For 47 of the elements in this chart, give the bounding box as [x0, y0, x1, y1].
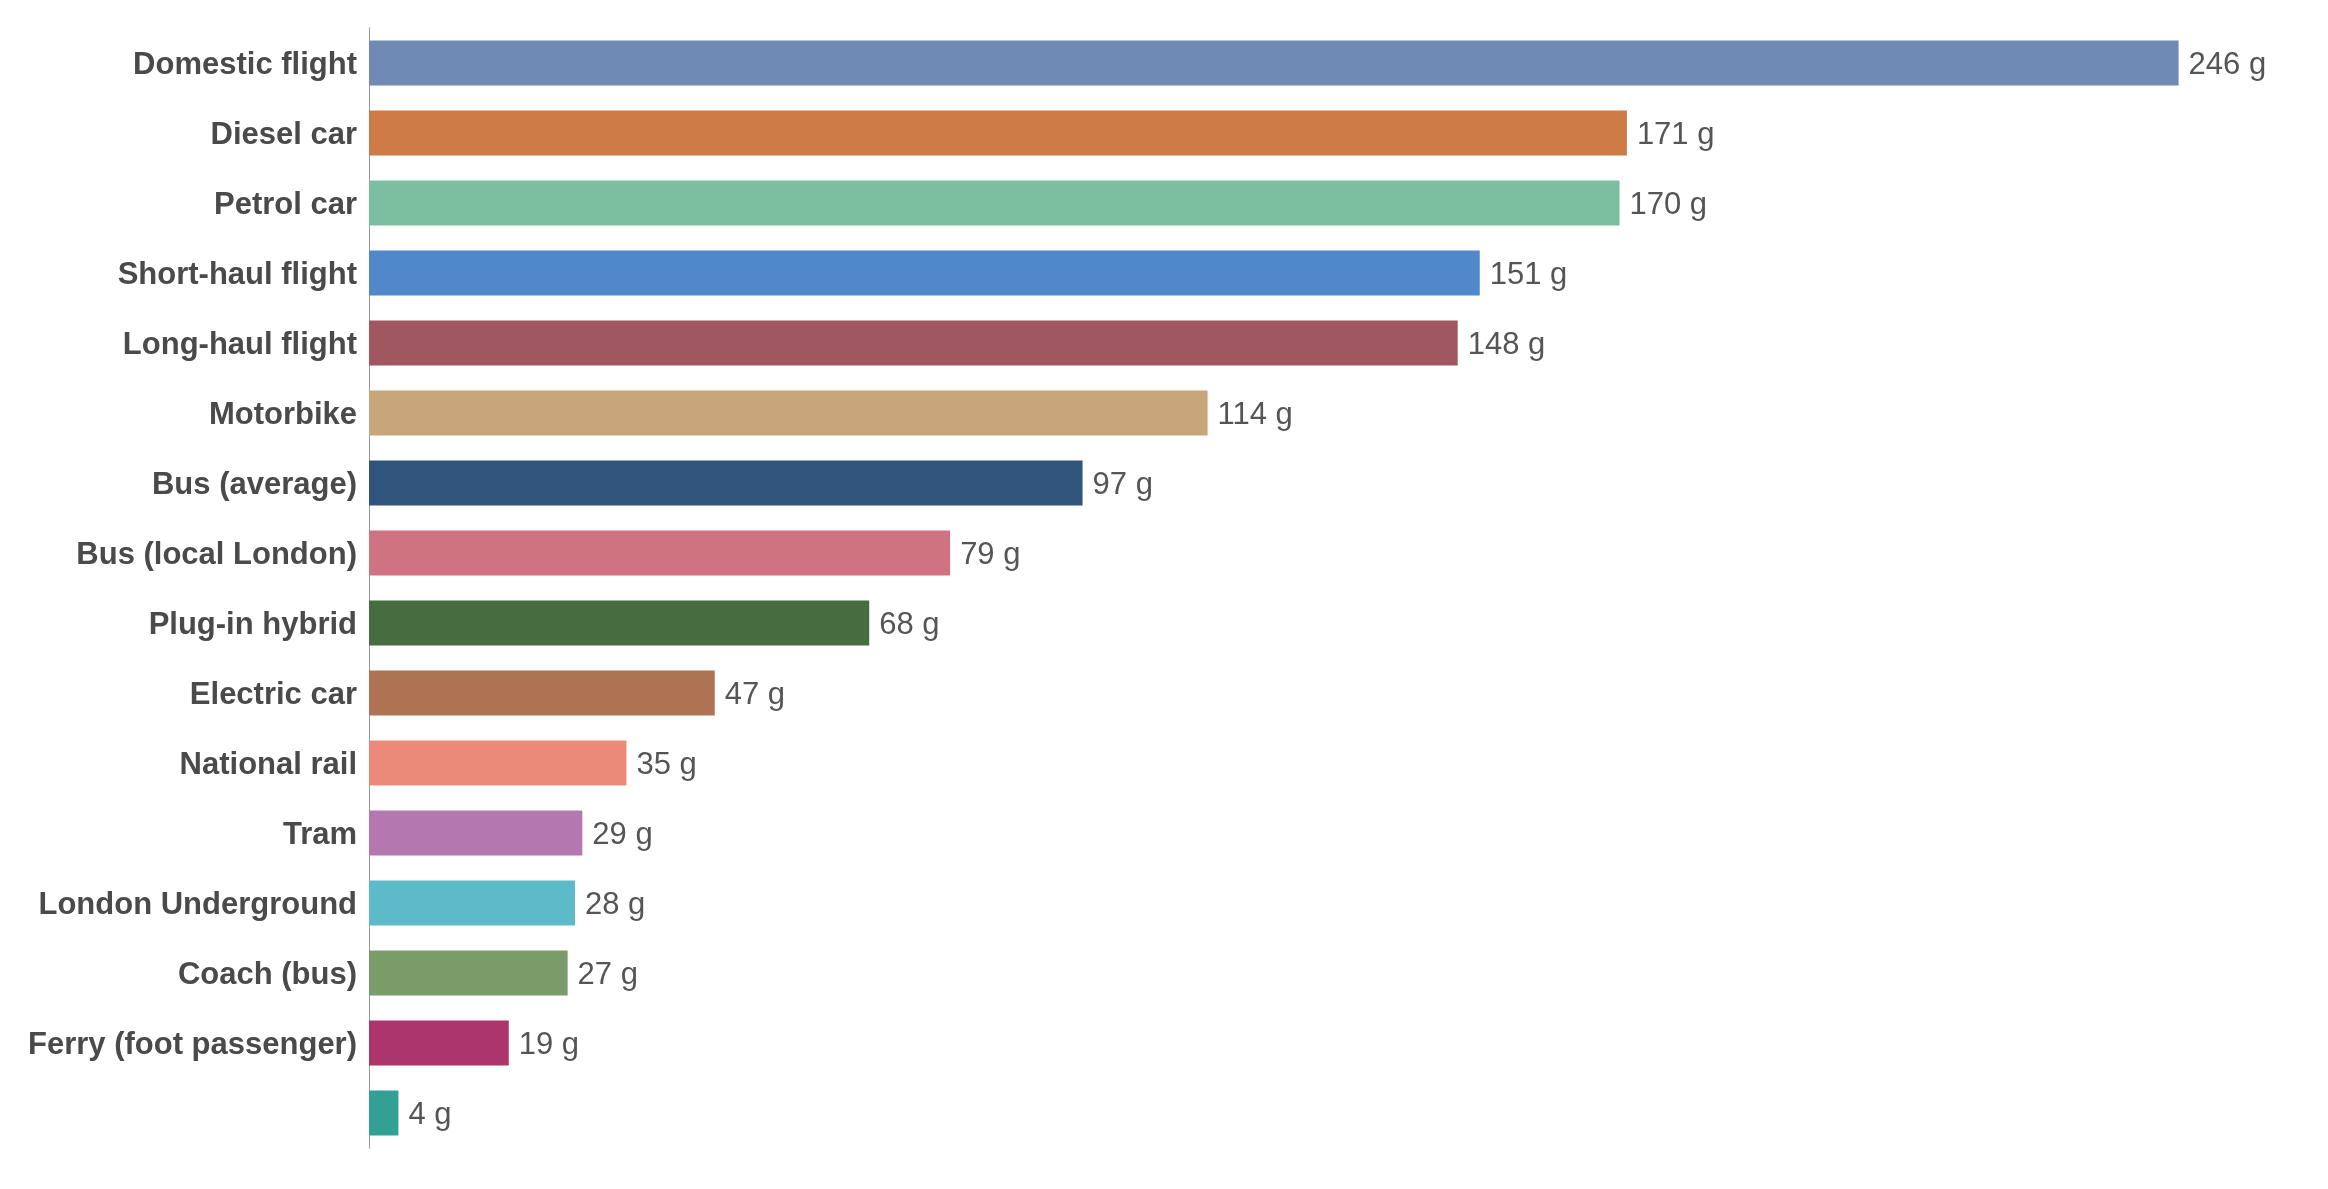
y-tick-label: Tram — [282, 815, 358, 851]
data-label: 97 g — [1092, 465, 1153, 501]
bar — [369, 1090, 399, 1136]
y-tick-label: Bus (local London) — [76, 535, 358, 571]
bar — [369, 530, 951, 576]
bar — [369, 600, 870, 646]
bar — [369, 1020, 509, 1066]
data-label: 47 g — [724, 675, 786, 711]
bar — [369, 670, 715, 716]
data-label: 151 g — [1489, 255, 1568, 291]
bar — [369, 740, 627, 786]
y-tick-label: London Underground — [38, 885, 358, 921]
bar — [369, 40, 2179, 86]
bar — [369, 250, 1480, 296]
data-label: 246 g — [2188, 45, 2267, 81]
data-label: 35 g — [636, 745, 697, 781]
data-label: 4 g — [408, 1095, 452, 1131]
bar — [369, 950, 568, 996]
bar — [369, 390, 1208, 436]
y-tick-label: Long-haul flight — [122, 325, 358, 361]
y-tick-label: Diesel car — [210, 115, 358, 151]
y-tick-label: Motorbike — [208, 395, 358, 431]
y-tick-label: Ferry (foot passenger) — [28, 1025, 358, 1061]
y-tick-label: Petrol car — [214, 185, 358, 221]
data-label: 28 g — [584, 885, 646, 921]
y-tick-label: Electric car — [189, 675, 358, 711]
data-label: 68 g — [879, 605, 940, 641]
y-tick-label: Domestic flight — [133, 45, 358, 81]
y-tick-label: Short-haul flight — [117, 255, 358, 291]
bar — [369, 180, 1620, 226]
bar — [369, 320, 1458, 366]
data-label: 19 g — [518, 1025, 580, 1061]
data-label: 79 g — [960, 535, 1021, 571]
bar — [369, 880, 575, 926]
data-label: 170 g — [1629, 185, 1708, 221]
data-label: 171 g — [1636, 115, 1715, 151]
data-label: 27 g — [577, 955, 638, 991]
data-label: 29 g — [592, 815, 653, 851]
y-tick-label: Coach (bus) — [177, 955, 358, 991]
data-label: 114 g — [1217, 395, 1293, 431]
bar — [369, 460, 1083, 506]
bar — [369, 110, 1627, 156]
y-tick-label: National rail — [179, 745, 358, 781]
y-tick-label: Plug-in hybrid — [148, 605, 358, 641]
data-label: 148 g — [1467, 325, 1546, 361]
bar — [369, 810, 583, 856]
y-tick-label: Bus (average) — [151, 465, 358, 501]
